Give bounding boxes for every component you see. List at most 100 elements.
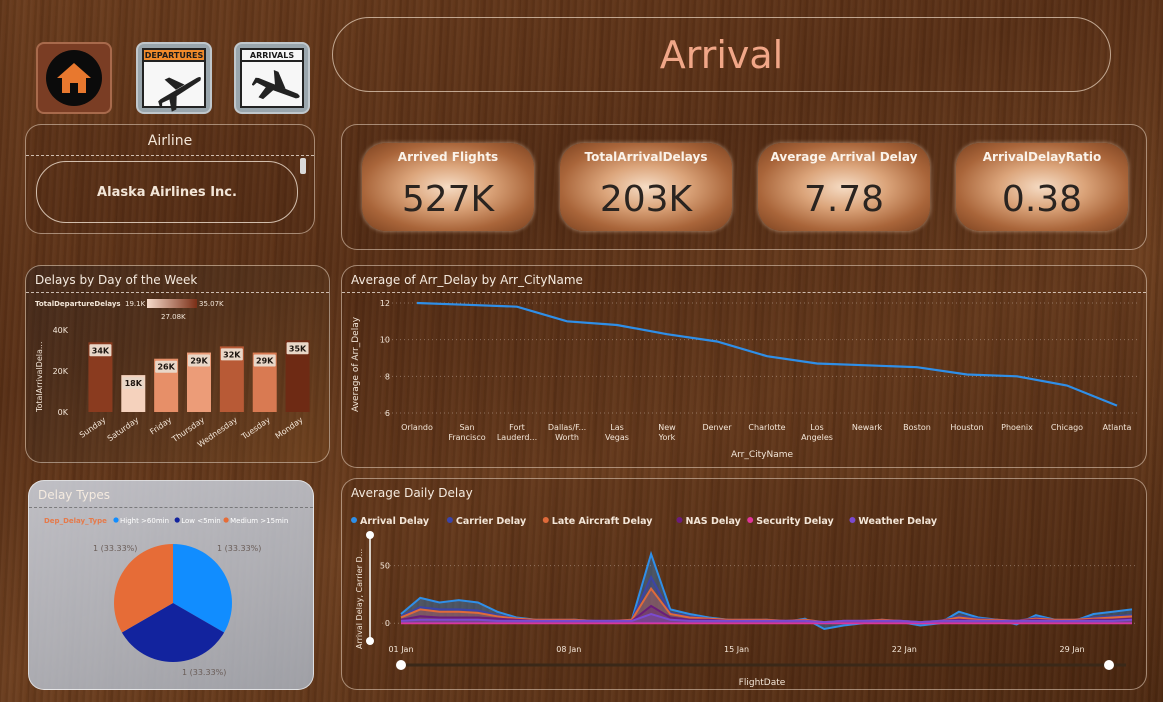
bar-y-tick-label: 0K (58, 408, 69, 417)
area-legend-label[interactable]: Weather Delay (858, 516, 937, 527)
bar-data-label: 29K (190, 357, 208, 366)
line-x-tick-label: San Francisco (448, 423, 485, 442)
line-x-tick-label: Orlando (401, 423, 433, 432)
line-y-tick-label: 8 (385, 372, 390, 381)
kpi-label: ArrivalDelayRatio (982, 150, 1102, 164)
page-title-banner: Arrival (332, 17, 1111, 92)
kpi-label: TotalArrivalDelays (584, 150, 708, 164)
bar-data-label-bg (155, 360, 178, 373)
pie-data-label: 1 (33.33%) (93, 544, 137, 553)
slicer-title: Airline (147, 133, 193, 149)
y-zoom-handle-top[interactable] (366, 531, 374, 539)
arrivals-button[interactable]: ARRIVALS (234, 42, 310, 114)
bar-legend-min: 19.1K (125, 300, 146, 308)
area-x-tick-label: 01 Jan (388, 645, 413, 654)
bar-x-tick-label: Tuesday (239, 415, 272, 442)
x-zoom-handle-left[interactable] (396, 660, 406, 670)
pie-slice[interactable] (121, 603, 225, 662)
area-legend-label[interactable]: Security Delay (756, 516, 834, 527)
pie-data-label: 1 (33.33%) (217, 544, 261, 553)
bar-data-label: 34K (92, 346, 110, 355)
area-x-tick-label: 15 Jan (724, 645, 749, 654)
area-legend-marker (542, 517, 549, 523)
pie-legend-label: Medium >15min (230, 517, 288, 525)
line-y-tick-label: 6 (385, 409, 390, 418)
line-y-tick-label: 10 (380, 336, 390, 345)
bar-data-label-bg (188, 354, 210, 367)
line-x-tick-label: Fort Lauderd... (497, 423, 537, 442)
pie-legend-marker (223, 517, 229, 523)
area-legend-label[interactable]: Arrival Delay (360, 516, 430, 527)
pie-legend-label: Hight >60min (120, 517, 169, 525)
area-series-line[interactable] (400, 612, 1133, 624)
area-legend-marker (747, 517, 754, 523)
area-chart: Arrival Delay Carrier Delay Late Aircraft … (351, 516, 1137, 688)
home-button[interactable] (36, 42, 112, 114)
area-x-axis-label: FlightDate (739, 678, 786, 688)
line-y-tick-label: 12 (380, 299, 390, 308)
pie-data-label: 1 (33.33%) (182, 668, 226, 677)
arrival-plane-icon (252, 70, 300, 100)
bar-data-label: 35K (289, 344, 307, 353)
area-y-tick-label: 0 (385, 619, 390, 628)
kpi-total-arrival-delays: TotalArrivalDelays 203K (560, 143, 732, 231)
line-chart: Average of Arr_Delay Arr_CityName 6 8 10 12… (351, 299, 1137, 460)
pie-legend-marker (113, 517, 119, 523)
bar-data-label-bg (122, 377, 145, 390)
bar-legend-title: TotalDepartureDelays (35, 300, 121, 308)
area-legend-marker (676, 517, 683, 523)
area-y-axis-label: Arrival Delay, Carrier D... (355, 549, 364, 649)
bar-x-tick-label: Saturday (106, 415, 141, 443)
area-legend-label[interactable]: Carrier Delay (456, 516, 527, 527)
bar-x-tick-label: Sunday (78, 415, 108, 440)
bar-data-label-bg (286, 342, 309, 355)
line-x-tick-label: Newark (852, 423, 883, 432)
x-zoom-handle-right[interactable] (1104, 660, 1114, 670)
bar-legend-mid: 27.08K (161, 313, 186, 321)
line-x-tick-label: Los Angeles (801, 423, 833, 442)
departures-button[interactable]: DEPARTURES (136, 42, 212, 114)
line-x-tick-label: Atlanta (1103, 423, 1132, 432)
slicer-scrollbar[interactable] (300, 158, 306, 174)
pie-legend-title: Dep_Delay_Type (44, 517, 107, 525)
line-x-tick-label: Denver (702, 423, 732, 432)
line-series[interactable] (416, 301, 1118, 407)
area-legend-marker (849, 517, 856, 523)
bar-data-label-bg (89, 344, 112, 357)
bar-data-label: 18K (125, 379, 143, 388)
kpi-label: Arrived Flights (397, 150, 499, 164)
area-x-tick-label: 08 Jan (556, 645, 581, 654)
bar-data-label-bg (253, 354, 276, 367)
pie-chart: Dep_Delay_Type Hight >60min Low <5min Medi… (44, 517, 288, 677)
bar-y-axis-label: TotalArrivalDela... (35, 341, 44, 413)
kpi-value: 527K (401, 179, 495, 220)
area-legend-label[interactable]: Late Aircraft Delay (552, 516, 653, 527)
line-x-tick-label: Dallas/F... Worth (548, 423, 586, 442)
average-daily-delay-panel: Average Daily Delay Arrival Delay Carrier… (341, 478, 1147, 690)
airline-slicer[interactable]: Airline Alaska Airlines Inc. (25, 124, 315, 234)
slicer-selected-item[interactable]: Alaska Airlines Inc. (36, 161, 298, 223)
line-x-tick-label: Chicago (1051, 423, 1083, 432)
bar-chart: TotalDepartureDelays 19.1K 35.07K 27.08K… (35, 299, 310, 449)
delays-by-day-panel: Delays by Day of the Week TotalDeparture… (25, 265, 330, 463)
y-zoom-handle-bottom[interactable] (366, 637, 374, 645)
kpi-label: Average Arrival Delay (770, 150, 918, 164)
bar-chart-title: Delays by Day of the Week (35, 273, 198, 287)
pie-slice[interactable] (173, 544, 232, 633)
page-title: Arrival (659, 32, 784, 77)
line-x-tick-label: Boston (903, 423, 931, 432)
pie-slice[interactable] (113, 544, 173, 633)
kpi-value: 7.78 (803, 179, 885, 220)
bar-data-label: 32K (223, 350, 241, 359)
bar-data-label-bg (220, 348, 243, 361)
home-icon (46, 50, 102, 106)
delay-types-panel: Delay Types Dep_Delay_Type Hight >60min L… (28, 480, 314, 690)
line-x-tick-label: Charlotte (748, 423, 785, 432)
line-x-tick-label: Phoenix (1001, 423, 1033, 432)
bar-x-tick-label: Monday (274, 415, 305, 441)
area-series-line[interactable] (400, 586, 1133, 624)
area-legend-label[interactable]: NAS Delay (686, 516, 742, 527)
area-series-fill (401, 577, 1132, 624)
area-x-tick-label: 29 Jan (1060, 645, 1085, 654)
line-x-tick-label: Houston (950, 423, 983, 432)
